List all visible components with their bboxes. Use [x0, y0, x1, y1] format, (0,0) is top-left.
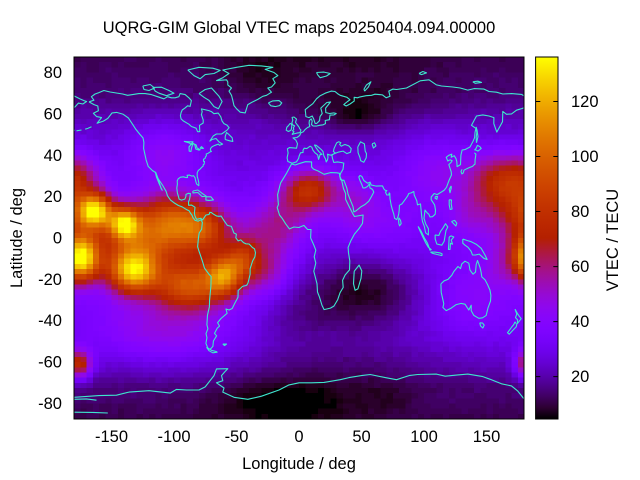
svg-text:VTEC / TECU: VTEC / TECU [604, 189, 622, 291]
svg-text:-80: -80 [38, 395, 62, 413]
svg-text:60: 60 [571, 258, 589, 276]
svg-text:80: 80 [571, 203, 589, 221]
svg-text:-100: -100 [157, 428, 190, 446]
svg-text:-20: -20 [38, 271, 62, 289]
svg-text:100: 100 [410, 428, 438, 446]
svg-text:0: 0 [294, 428, 303, 446]
svg-text:-50: -50 [225, 428, 249, 446]
svg-text:80: 80 [44, 64, 62, 82]
svg-text:UQRG-GIM Global VTEC maps 2025: UQRG-GIM Global VTEC maps 20250404.094.0… [103, 19, 496, 37]
svg-text:0: 0 [53, 230, 62, 248]
svg-text:60: 60 [44, 105, 62, 123]
svg-text:20: 20 [571, 368, 589, 386]
svg-text:100: 100 [571, 148, 599, 166]
svg-text:-40: -40 [38, 312, 62, 330]
svg-text:-150: -150 [95, 428, 128, 446]
svg-text:120: 120 [571, 93, 599, 111]
svg-text:Latitude / deg: Latitude / deg [8, 188, 26, 288]
svg-text:-60: -60 [38, 354, 62, 372]
svg-text:40: 40 [44, 147, 62, 165]
svg-text:50: 50 [352, 428, 370, 446]
svg-text:Longitude / deg: Longitude / deg [242, 455, 356, 473]
svg-text:40: 40 [571, 313, 589, 331]
svg-text:20: 20 [44, 188, 62, 206]
svg-text:150: 150 [473, 428, 501, 446]
